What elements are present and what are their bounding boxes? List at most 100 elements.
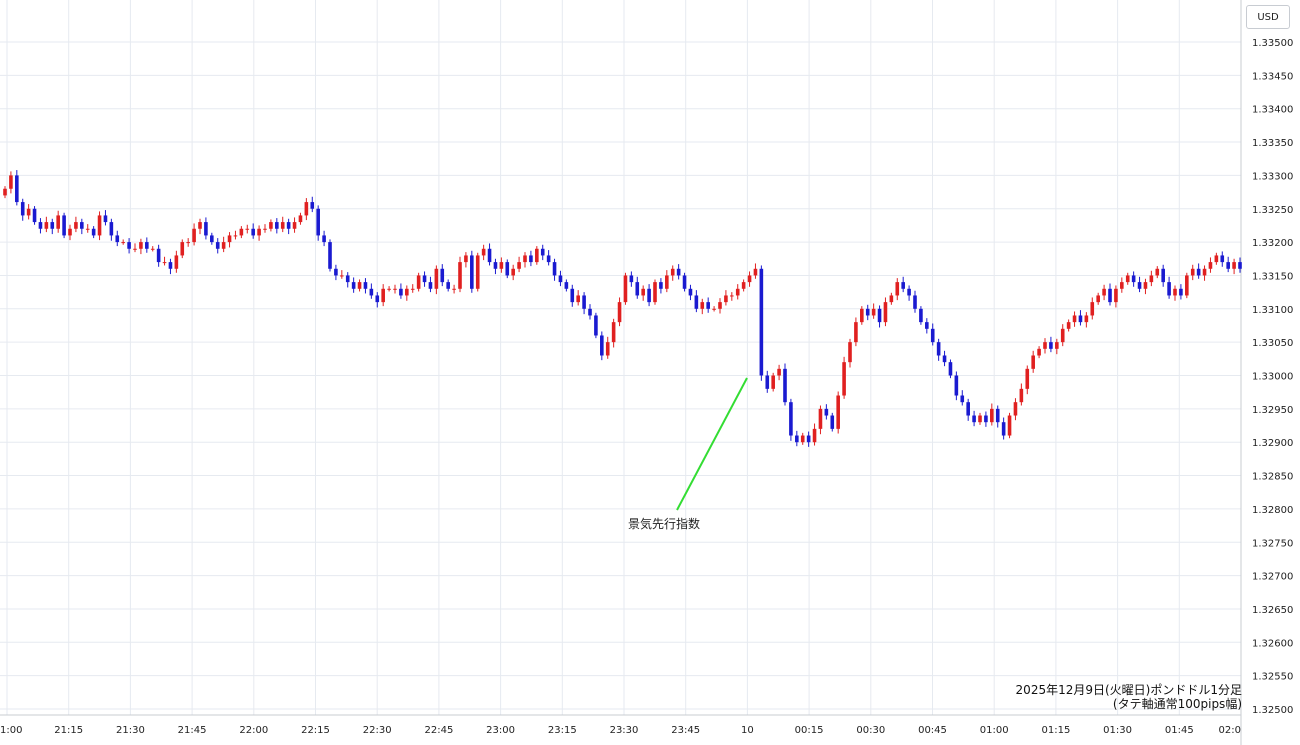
candle-up (623, 275, 628, 303)
candle-up (741, 282, 746, 289)
time-tick-label: 21:45 (178, 725, 207, 736)
candle-down (954, 375, 959, 396)
candle-down (215, 242, 220, 249)
candle-down (168, 262, 173, 269)
candle-down (1179, 288, 1183, 296)
candle-up (405, 288, 409, 296)
candle-down (647, 288, 651, 303)
candle-down (600, 335, 604, 356)
candle-down (925, 322, 929, 329)
price-tick-label: 1.32650 (1252, 605, 1293, 616)
candle-down (1220, 255, 1225, 263)
candle-down (907, 288, 911, 296)
candle-up (458, 262, 462, 289)
candle-up (139, 242, 143, 249)
candle-up (1149, 275, 1154, 283)
candle-down (972, 415, 976, 423)
candle-down (446, 282, 450, 289)
candle-down (470, 255, 474, 289)
candle-down (369, 288, 374, 296)
candle-up (895, 282, 900, 296)
candle-down (204, 222, 208, 236)
candle-down (1078, 315, 1083, 323)
price-tick-label: 1.33150 (1252, 271, 1293, 282)
candle-up (1102, 288, 1106, 296)
candle-down (1137, 282, 1142, 289)
candle-up (68, 228, 72, 236)
time-tick-label: 23:00 (486, 725, 515, 736)
candle-down (103, 215, 108, 223)
candle-up (74, 222, 78, 229)
candle-up (889, 295, 894, 303)
candle-down (251, 228, 255, 236)
candle-up (718, 302, 722, 309)
price-tick-label: 1.33400 (1252, 105, 1293, 116)
candle-up (150, 248, 155, 250)
time-axis-labels: 1:00 21:15 21:30 21:45 22:00 22:15 22:30 22:45 2… (0, 725, 1241, 736)
candle-down (286, 222, 291, 229)
candle-up (670, 268, 675, 276)
candle-down (1049, 342, 1053, 349)
price-tick-label: 1.33350 (1252, 138, 1293, 149)
candle-up (523, 255, 527, 263)
candle-down (50, 222, 55, 229)
candle-up (1072, 315, 1077, 323)
candle-down (1167, 282, 1171, 296)
candle-up (1143, 282, 1148, 289)
candle-down (428, 282, 433, 289)
price-tick-label: 1.32500 (1252, 705, 1293, 716)
candle-up (381, 288, 385, 303)
candle-down (91, 228, 96, 236)
candle-up (3, 188, 7, 196)
time-tick-label: 01:45 (1165, 725, 1194, 736)
candle-up (56, 215, 60, 229)
candle-down (363, 282, 368, 289)
candle-down (564, 282, 569, 289)
candle-down (156, 248, 161, 263)
candle-down (682, 275, 687, 289)
candle-down (694, 295, 699, 309)
candle-down (594, 315, 598, 336)
candle-up (198, 222, 202, 229)
candle-up (1096, 295, 1100, 303)
time-tick-label: 23:45 (671, 725, 700, 736)
candle-down (529, 255, 533, 263)
price-tick-label: 1.32950 (1252, 405, 1293, 416)
candle-down (966, 402, 970, 416)
candle-up (97, 215, 102, 236)
currency-selector[interactable]: USD (1246, 5, 1290, 29)
candle-down (310, 202, 315, 209)
price-tick-label: 1.33450 (1252, 71, 1293, 82)
candle-up (452, 288, 456, 290)
candle-down (789, 402, 793, 436)
time-tick-label: 23:15 (548, 725, 577, 736)
candle-up (357, 282, 362, 289)
price-tick-label: 1.32750 (1252, 538, 1293, 549)
candle-down (688, 288, 693, 296)
candle-down (316, 208, 320, 236)
candle-up (883, 302, 888, 323)
candle-up (517, 262, 521, 269)
price-tick-label: 1.33000 (1252, 372, 1293, 383)
candle-up (753, 268, 758, 276)
candle-up (724, 295, 728, 303)
candle-down (62, 215, 66, 236)
candle-up (133, 248, 137, 250)
candle-down (588, 308, 592, 316)
time-tick-label: 21:30 (116, 725, 145, 736)
candle-up (1125, 275, 1130, 283)
candle-up (653, 282, 657, 303)
candle-down (765, 375, 770, 389)
candle-up (1232, 262, 1236, 269)
candle-down (930, 328, 935, 343)
candle-up (304, 202, 309, 216)
candle-up (85, 228, 90, 230)
candle-up (1090, 302, 1095, 316)
candle-up (1155, 268, 1160, 276)
price-tick-label: 1.32550 (1252, 672, 1293, 683)
candle-up (1208, 262, 1213, 269)
candle-down (275, 222, 279, 229)
candle-up (233, 235, 238, 237)
candle-up (162, 262, 167, 264)
